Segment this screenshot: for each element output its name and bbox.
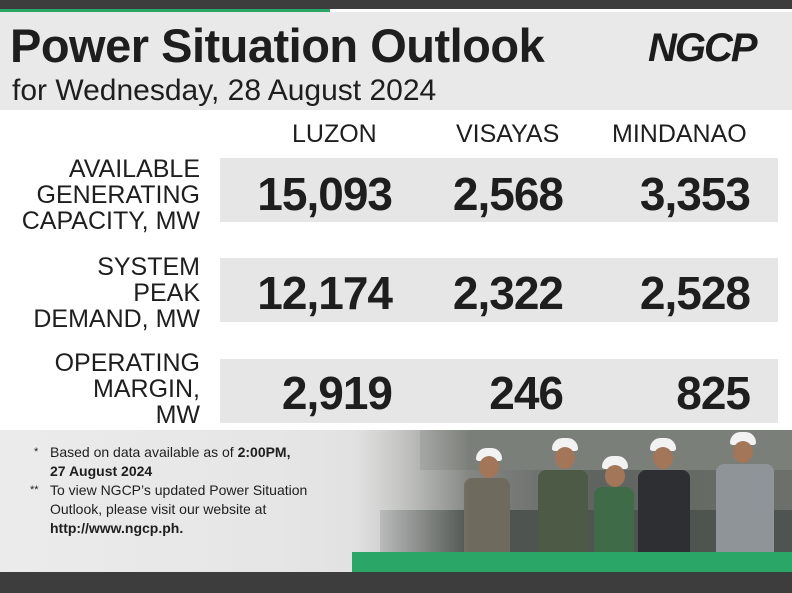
footnotes: * Based on data available as of 2:00PM, … (30, 443, 454, 538)
column-header-visayas: VISAYAS (456, 120, 560, 148)
value-demand-luzon: 12,174 (257, 267, 393, 319)
ngcp-logo: NGCP (648, 26, 780, 70)
row-band-demand (220, 258, 778, 322)
crew-photo (0, 430, 792, 572)
row-label-line: DEMAND, MW (33, 305, 200, 333)
header: Power Situation Outlook for Wednesday, 2… (0, 12, 792, 110)
value-capacity-mindanao: 3,353 (639, 168, 751, 220)
footnote-time: 2:00PM, (237, 444, 291, 460)
footnote-text-line: To view NGCP’s updated Power Situation (50, 482, 308, 498)
value-margin-mindanao: 825 (676, 367, 751, 419)
bottom-green-stripe (352, 552, 792, 572)
row-label-line: AVAILABLE (68, 155, 200, 183)
row-label-line: MARGIN, (93, 375, 200, 403)
bottom-bar (0, 572, 792, 593)
page-title: Power Situation Outlook (10, 19, 545, 72)
footnote-website: ** To view NGCP’s updated Power Situatio… (30, 481, 454, 538)
footnote-text-line: Outlook, please visit our website at (50, 501, 267, 517)
photo-fade-overlay (0, 430, 470, 572)
footnote-date: 27 August 2024 (50, 463, 153, 479)
logo-text: NGCP (648, 26, 758, 70)
value-capacity-luzon: 15,093 (257, 168, 393, 220)
footnote-data-source: * Based on data available as of 2:00PM, … (34, 443, 454, 481)
value-margin-visayas: 246 (489, 367, 564, 419)
row-label-demand: SYSTEM PEAK DEMAND, MW (33, 254, 200, 332)
footnote-text: Based on data available as of (50, 444, 238, 460)
footnote-mark: ** (30, 484, 39, 496)
row-label-line: PEAK (133, 279, 200, 307)
value-margin-luzon: 2,919 (281, 367, 393, 419)
value-demand-visayas: 2,322 (452, 267, 564, 319)
row-band-margin (220, 359, 778, 423)
website-link[interactable]: http://www.ngcp.ph. (50, 520, 184, 536)
row-label-line: SYSTEM (97, 253, 200, 281)
row-label-capacity: AVAILABLE GENERATING CAPACITY, MW (22, 156, 200, 234)
row-label-line: GENERATING (36, 181, 200, 209)
row-label-line: CAPACITY, MW (21, 207, 200, 235)
value-capacity-visayas: 2,568 (452, 168, 564, 220)
column-header-luzon: LUZON (292, 120, 377, 148)
footnote-mark: * (34, 446, 39, 458)
top-accent-stripe (0, 9, 330, 12)
row-band-capacity (220, 158, 778, 222)
row-label-margin: OPERATING MARGIN, MW (55, 350, 200, 428)
row-label-line: OPERATING (54, 349, 200, 377)
column-header-mindanao: MINDANAO (612, 120, 747, 148)
row-label-line: MW (155, 401, 200, 429)
top-bar (0, 0, 792, 9)
value-demand-mindanao: 2,528 (639, 267, 751, 319)
page-subtitle: for Wednesday, 28 August 2024 (12, 74, 437, 107)
